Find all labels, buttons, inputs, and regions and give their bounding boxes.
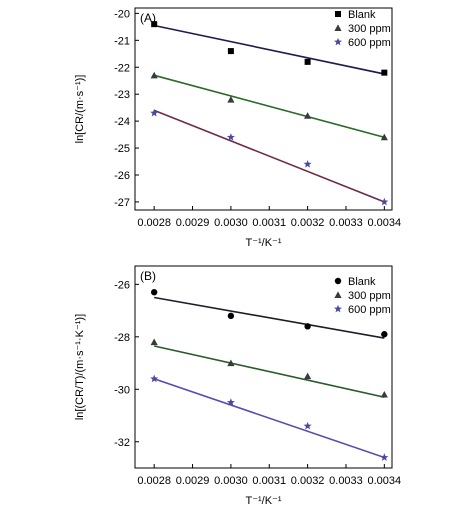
legend-marker xyxy=(334,37,342,46)
legend-marker xyxy=(334,304,342,313)
legend-label: 600 ppm xyxy=(348,304,391,316)
x-tick-label: 0.0033 xyxy=(329,217,363,229)
data-point xyxy=(150,289,158,296)
fit-line xyxy=(154,296,385,339)
y-tick-label: -25 xyxy=(114,143,130,155)
panel-label: (B) xyxy=(140,269,156,283)
series-600-ppm xyxy=(150,108,389,206)
legend-marker xyxy=(335,11,341,17)
series-blank xyxy=(151,21,388,76)
data-point xyxy=(303,160,312,168)
data-point xyxy=(304,112,312,119)
data-point xyxy=(303,421,312,430)
data-point xyxy=(151,21,158,28)
series-blank xyxy=(150,289,388,339)
data-point xyxy=(227,359,235,367)
data-point xyxy=(380,390,388,398)
series-300-ppm xyxy=(150,71,388,141)
data-point xyxy=(150,108,159,117)
data-point xyxy=(227,95,235,103)
y-axis-label: ln[CR/(m·s⁻¹)] xyxy=(74,75,86,144)
y-tick-label: -26 xyxy=(114,279,130,291)
x-tick-label: 0.0032 xyxy=(291,475,325,487)
data-point xyxy=(227,312,235,320)
fit-line xyxy=(153,74,385,139)
panel-a: (A)0.0028 0.0029 0.0030 0.0031 0.0032 0.0033 0… xyxy=(74,7,402,249)
legend-marker xyxy=(334,277,342,285)
legend-label: 300 ppm xyxy=(348,290,391,302)
legend-label: Blank xyxy=(348,276,376,288)
y-tick-label: -22 xyxy=(114,62,130,74)
fit-line xyxy=(154,24,385,75)
panel-b: (B) 0.0028 0.0029 0.0030 0.0031 0.0032 0.0033 0… xyxy=(74,265,402,507)
series-300-ppm xyxy=(150,338,388,398)
x-tick-label: 0.0031 xyxy=(252,475,286,487)
data-point xyxy=(380,133,388,141)
x-tick-label: 0.0030 xyxy=(214,217,248,229)
x-tick-label: 0.0029 xyxy=(176,475,210,487)
data-point xyxy=(381,331,388,338)
legend-marker xyxy=(334,24,342,31)
y-tick-label: -20 xyxy=(114,8,130,20)
x-tick-label: 0.0029 xyxy=(176,217,210,229)
data-point xyxy=(227,48,234,55)
data-point xyxy=(150,71,158,79)
x-tick-label: 0.0034 xyxy=(368,475,402,487)
y-tick-label: -21 xyxy=(114,35,130,47)
x-tick-label: 0.0028 xyxy=(137,217,171,229)
x-tick-label: 0.0028 xyxy=(137,475,171,487)
y-tick-label: -30 xyxy=(114,384,130,396)
legend-label: 600 ppm xyxy=(348,37,391,49)
plot-frame xyxy=(134,7,393,211)
data-point xyxy=(304,372,312,380)
x-tick-label: 0.0030 xyxy=(214,475,248,487)
y-tick-label: -23 xyxy=(114,89,130,101)
x-tick-label: 0.0033 xyxy=(329,475,363,487)
y-tick-label: -28 xyxy=(114,332,130,344)
fit-line xyxy=(153,109,385,203)
data-point xyxy=(380,197,389,206)
data-point xyxy=(226,398,235,406)
y-tick-label: -32 xyxy=(114,437,130,449)
x-axis-label: T⁻¹/K⁻¹ xyxy=(245,237,281,249)
data-point xyxy=(150,374,159,383)
legend-label: Blank xyxy=(348,9,376,21)
x-axis-label: T⁻¹/K⁻¹ xyxy=(245,495,281,507)
x-tick-label: 0.0034 xyxy=(368,217,402,229)
data-point xyxy=(304,58,311,65)
y-axis-label: ln[(CR/T)/(m·s⁻¹·K⁻¹)] xyxy=(74,314,86,420)
series-600-ppm xyxy=(150,374,389,461)
y-tick-label: -24 xyxy=(114,116,130,128)
data-point xyxy=(150,338,158,346)
legend-marker xyxy=(334,291,342,298)
fit-line xyxy=(154,345,385,398)
fit-line xyxy=(153,378,385,459)
plot-frame xyxy=(134,265,393,469)
y-tick-label: -27 xyxy=(114,197,130,209)
data-point xyxy=(226,133,235,141)
data-point xyxy=(304,323,311,330)
y-tick-label: -26 xyxy=(114,170,130,182)
x-tick-label: 0.0031 xyxy=(252,217,286,229)
x-tick-label: 0.0032 xyxy=(291,217,325,229)
data-point xyxy=(380,453,389,461)
data-point xyxy=(381,69,388,76)
legend-label: 300 ppm xyxy=(348,23,391,35)
